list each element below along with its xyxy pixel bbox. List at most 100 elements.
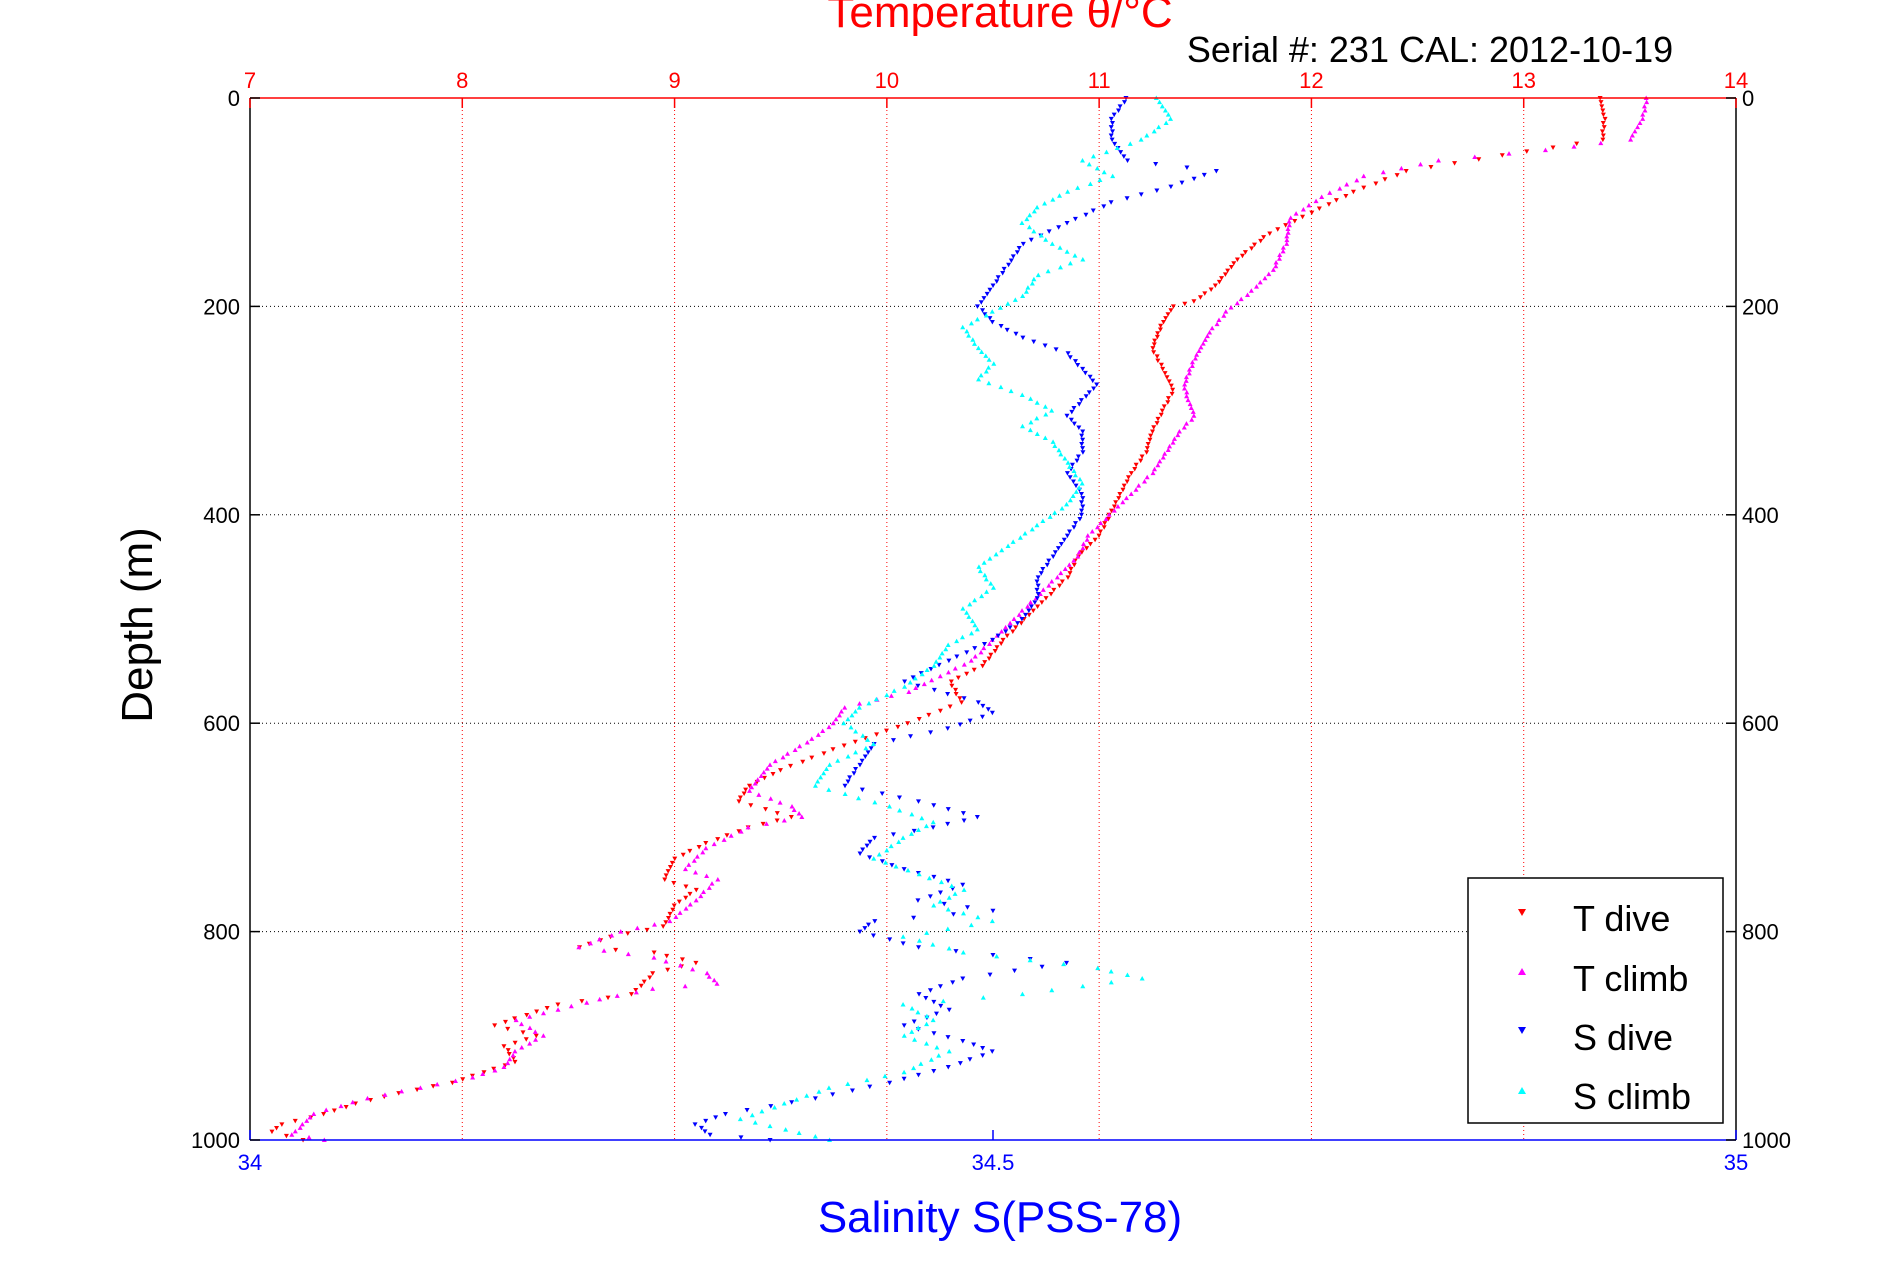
data-point [682, 866, 688, 872]
data-point [1051, 587, 1057, 593]
data-point [533, 1033, 539, 1039]
data-point [1394, 173, 1400, 178]
data-point [1254, 284, 1260, 289]
data-point [752, 780, 758, 786]
data-point [738, 829, 744, 834]
data-point [915, 1072, 921, 1078]
data-point [715, 837, 721, 842]
data-point [896, 795, 902, 800]
data-point [995, 275, 1001, 280]
data-point [1101, 525, 1107, 530]
data-point [1046, 583, 1052, 588]
data-point [1048, 591, 1054, 597]
data-point [794, 1097, 800, 1102]
data-point [960, 811, 966, 816]
data-point [683, 884, 689, 889]
data-point [1176, 428, 1182, 434]
data-point [1228, 304, 1234, 310]
data-point [1168, 308, 1174, 313]
data-point [1016, 612, 1022, 617]
data-point [711, 977, 717, 983]
data-point [749, 1112, 755, 1118]
data-point [945, 642, 951, 648]
data-point [1080, 545, 1086, 551]
data-point [896, 839, 902, 844]
data-point [946, 946, 952, 951]
data-point [1015, 621, 1021, 626]
data-point [1078, 512, 1084, 518]
data-point [960, 949, 966, 955]
data-point [1016, 246, 1022, 251]
data-point [841, 743, 847, 749]
data-point [1182, 382, 1188, 387]
data-point [1118, 150, 1124, 155]
data-point [534, 1009, 540, 1014]
data-point [682, 983, 688, 989]
data-point [789, 804, 795, 809]
data-point [937, 899, 943, 904]
data-point [1043, 596, 1049, 601]
data-point [1168, 383, 1174, 389]
data-point [845, 1081, 851, 1086]
data-point [870, 741, 876, 747]
data-point [491, 1066, 497, 1072]
data-point [992, 649, 998, 654]
data-point [1095, 965, 1101, 971]
data-point [1640, 112, 1646, 117]
data-point [883, 860, 889, 865]
data-point [274, 1126, 280, 1131]
data-point [1003, 624, 1009, 630]
data-point [983, 369, 989, 374]
data-point [1076, 485, 1082, 490]
data-point [1157, 458, 1163, 464]
data-point [1170, 304, 1176, 309]
data-point [1049, 578, 1055, 584]
data-point [1013, 331, 1019, 337]
data-point [1108, 979, 1114, 985]
data-point [804, 740, 810, 745]
data-point [609, 933, 615, 938]
data-point [1057, 193, 1063, 198]
data-point [1124, 972, 1130, 978]
data-point [967, 601, 973, 607]
legend-marker-t-dive [1518, 909, 1526, 916]
data-point [906, 689, 912, 694]
data-point [1165, 112, 1171, 117]
data-point [1090, 208, 1096, 214]
top-tick-label: 10 [875, 68, 899, 93]
data-point [767, 762, 773, 767]
data-point [990, 585, 996, 590]
data-point [915, 1009, 921, 1015]
data-point [1123, 495, 1129, 501]
data-point [694, 854, 700, 859]
data-point [672, 856, 678, 862]
data-point [964, 328, 970, 334]
data-point [1162, 451, 1168, 456]
data-point [321, 1111, 327, 1117]
data-point [860, 847, 866, 853]
data-point [1066, 562, 1072, 567]
data-point [1034, 400, 1040, 405]
data-point [1183, 378, 1189, 383]
data-point [1273, 259, 1279, 265]
data-point [1151, 350, 1157, 355]
data-point [704, 970, 710, 976]
data-point [307, 1114, 313, 1120]
data-point [1150, 346, 1156, 351]
data-point [1128, 491, 1134, 496]
data-point [1098, 520, 1104, 526]
data-point [747, 788, 753, 793]
data-point [1124, 479, 1130, 484]
data-point [698, 1125, 704, 1131]
data-point [1452, 161, 1458, 166]
data-point [989, 320, 995, 325]
data-point [1062, 456, 1068, 461]
data-point [911, 1065, 917, 1071]
data-point [1031, 208, 1037, 214]
data-point [1158, 323, 1164, 329]
data-point [1641, 103, 1647, 109]
data-point [812, 783, 818, 788]
data-point [954, 638, 960, 644]
data-point [901, 1069, 907, 1075]
